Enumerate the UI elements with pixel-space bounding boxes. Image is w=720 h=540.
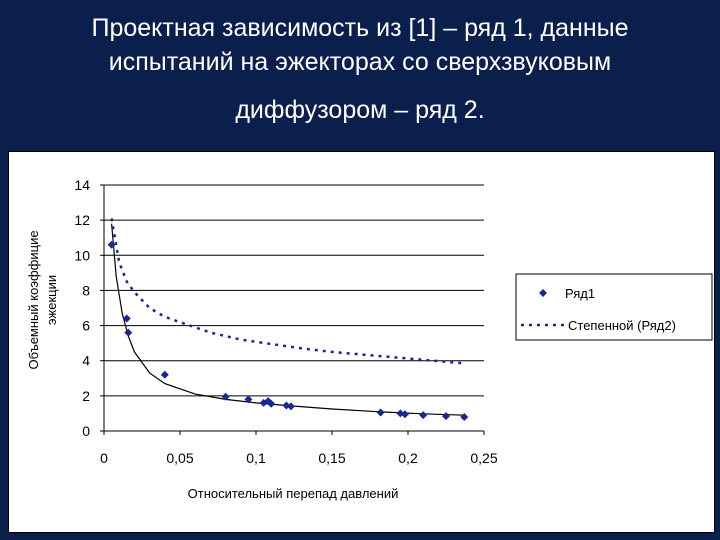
y-tick-label-6: 12 (74, 212, 90, 228)
title-line-2: испытаний на эжекторах со сверхзвуковым (108, 48, 612, 76)
data-point-series1-10 (286, 402, 295, 411)
trendline-series1 (111, 223, 465, 416)
axes (103, 185, 484, 432)
x-tick-label-4: 0,2 (398, 450, 418, 466)
x-axis-label: Относительный перепад давлений (188, 486, 399, 501)
data-point-series1-3 (160, 370, 169, 379)
data-point-series1-13 (400, 410, 409, 419)
y-tick-label-0: 0 (82, 423, 90, 439)
chart: 0 2 4 6 8 10 12 14 0 0,05 0,1 0,15 0,2 0,25 Объемный… (26, 177, 713, 501)
data-point-series1-1 (122, 314, 131, 323)
data-point-series1-8 (267, 399, 276, 408)
x-tick-label-2: 0,1 (246, 450, 266, 466)
y-axis-label-line1: Объемный коэффицие (26, 230, 41, 369)
y-tick-labels: 0 2 4 6 8 10 12 14 (74, 177, 104, 439)
x-tick-label-1: 0,05 (166, 450, 193, 466)
data-point-series1-14 (419, 411, 428, 420)
y-tick-label-1: 2 (82, 388, 90, 404)
data-point-series1-0 (107, 240, 116, 249)
title-line-3: диффузором – ряд 2. (235, 96, 485, 124)
legend-label-series1: Ряд1 (565, 286, 595, 301)
legend-box (515, 273, 713, 341)
y-tick-label-4: 8 (82, 282, 90, 298)
x-tick-labels: 0 0,05 0,1 0,15 0,2 0,25 (100, 431, 498, 466)
legend-label-series2: Степенной (Ряд2) (568, 318, 676, 333)
legend-marker-series1 (539, 289, 547, 297)
data-point-series1-16 (460, 412, 469, 421)
y-tick-label-3: 6 (82, 318, 90, 334)
x-tick-label-5: 0,25 (470, 450, 497, 466)
data-point-series1-15 (442, 412, 450, 421)
data-point-series1-5 (244, 395, 253, 404)
y-tick-label-7: 14 (74, 177, 90, 193)
x-tick-label-0: 0 (100, 450, 108, 466)
x-tick-label-3: 0,15 (318, 450, 345, 466)
series-points (107, 240, 469, 421)
y-axis-label-line2: эжекции (44, 275, 59, 325)
title-line-1: Проектная зависимость из [1] – ряд 1, да… (91, 14, 629, 42)
series-lines (110, 218, 465, 416)
chart-panel: 0 2 4 6 8 10 12 14 0 0,05 0,1 0,15 0,2 0,25 Объемный… (8, 151, 715, 533)
y-tick-label-5: 10 (74, 247, 90, 263)
data-point-series1-11 (376, 408, 385, 417)
y-tick-label-2: 4 (82, 353, 90, 369)
gridlines (104, 184, 484, 397)
data-point-series1-2 (124, 328, 133, 337)
data-point-series1-4 (221, 392, 230, 401)
legend: Ряд1 Степенной (Ряд2) (515, 273, 713, 341)
line-series2 (110, 218, 465, 365)
